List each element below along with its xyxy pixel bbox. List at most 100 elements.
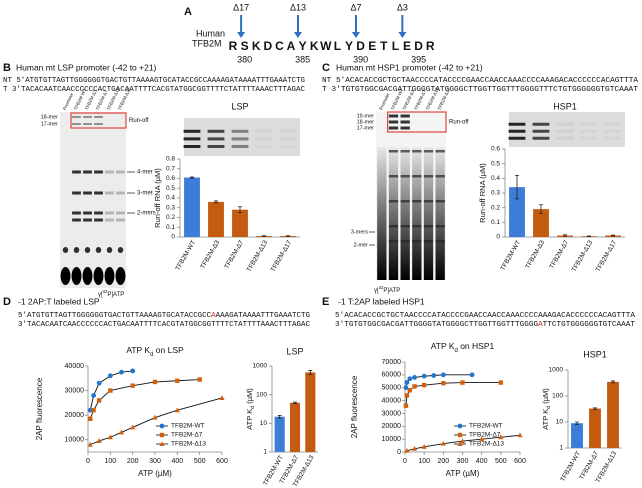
y-tick-label: 0.4	[491, 175, 500, 182]
error-bar	[611, 234, 615, 237]
legend-marker	[457, 432, 463, 438]
residue: R	[426, 39, 435, 53]
residue: Y	[299, 39, 307, 53]
gel-band	[231, 137, 249, 141]
data-point	[404, 393, 410, 398]
data-point	[96, 438, 102, 443]
atp-label-part: 32	[103, 289, 108, 294]
gel-band	[435, 200, 445, 203]
y-tick-label: 100	[552, 393, 563, 400]
gel-band	[580, 122, 598, 126]
error-bar	[238, 206, 242, 214]
data-point	[91, 393, 96, 398]
gel-band	[231, 145, 249, 148]
data-point	[517, 432, 523, 438]
data-point	[107, 373, 113, 379]
gel-band	[207, 129, 225, 133]
y-axis-label-part: (µM)	[541, 388, 550, 406]
gel-band	[83, 211, 92, 215]
data-point	[174, 407, 180, 413]
bar	[533, 209, 549, 237]
y-tick-label: 50000	[382, 385, 402, 392]
gel-band	[83, 116, 92, 118]
gel-image	[376, 112, 446, 280]
gel-band	[231, 129, 249, 133]
band-label: 19-mer	[357, 113, 375, 119]
gel-band	[400, 225, 410, 228]
y-axis-label-part: (µM)	[245, 388, 254, 406]
data-point	[421, 444, 427, 449]
gel-band	[116, 191, 125, 195]
y-tick-label: 60000	[382, 372, 402, 379]
atp-label-part: P]ATP	[383, 288, 400, 294]
lane-label: Promoter	[378, 92, 391, 111]
gel-band	[508, 122, 526, 126]
data-point	[421, 373, 427, 379]
data-point	[407, 388, 412, 393]
sequence: NT 5'ATGTGTTAGTTGGGGGGTGACTGTTAAAAGTGCAT…	[3, 77, 305, 85]
gel-inset	[184, 118, 300, 156]
residue: L	[392, 39, 399, 53]
bar	[184, 177, 200, 237]
gel-band	[388, 150, 399, 153]
gel-band	[255, 137, 273, 141]
gel-band	[412, 200, 422, 203]
data-point	[175, 378, 180, 383]
gel-band	[94, 116, 103, 118]
y-tick-label: 0	[397, 449, 401, 456]
residue: T	[380, 39, 388, 53]
sequence-part: 5'ATGTGTTAGTTGGGGGGTGACTGTTAAAAGTGCATACC…	[18, 312, 211, 320]
gel-band	[83, 218, 92, 222]
data-point	[498, 380, 504, 385]
x-tick-label: 500	[194, 458, 206, 465]
chart-title: HSP1	[583, 349, 607, 359]
data-point	[407, 376, 413, 382]
y-axis-label: 2AP fluorescence	[35, 377, 44, 440]
run-off-box	[387, 111, 447, 133]
gel-band	[580, 136, 598, 140]
fit-line	[405, 382, 501, 406]
bar	[571, 423, 583, 448]
gel-band	[400, 114, 410, 118]
atp-label-part: P]ATP	[107, 292, 124, 298]
y-tick-label: 1	[559, 445, 563, 452]
data-point	[431, 373, 437, 378]
gel-blob	[115, 267, 126, 285]
y-tick-label: 0	[171, 234, 175, 241]
band-label: 18-mer	[41, 114, 59, 120]
x-tick-label: 600	[216, 458, 228, 465]
gel-band	[412, 150, 422, 153]
atp-label-part: γ[	[98, 292, 103, 298]
construct-title: -1 T:2AP labeled HSP1	[338, 296, 425, 306]
error-bar	[277, 414, 282, 419]
x-tick-label: 400	[171, 458, 183, 465]
chart-title: HSP1	[553, 101, 577, 111]
x-tick-label: TFB2M-Δ3	[524, 239, 546, 270]
x-tick-label: 100	[104, 458, 116, 465]
gel-band	[83, 191, 92, 195]
gel-band	[400, 240, 410, 243]
gel-band	[508, 129, 526, 133]
gel-band	[94, 218, 103, 222]
chart-title-part: on HSP1	[458, 341, 495, 351]
x-tick-label: 400	[476, 458, 488, 465]
y-tick-label: 20000	[65, 412, 85, 419]
legend-label: TFB2M-WT	[469, 423, 503, 430]
gel-band	[94, 170, 103, 174]
arrow-head	[237, 32, 246, 38]
gel-band	[435, 225, 445, 228]
y-tick-label: 0.4	[166, 195, 175, 202]
x-tick-label: TFB2M-Δ17	[595, 239, 619, 273]
data-point	[88, 416, 93, 422]
data-point	[130, 368, 136, 374]
gel-band	[72, 211, 81, 215]
promoter-title: Human mt LSP promoter (-42 to +21)	[16, 62, 157, 72]
data-point	[404, 380, 410, 385]
data-point	[403, 403, 409, 408]
y-tick-label: 0.5	[166, 185, 175, 192]
x-tick-label: TFB2M-Δ7	[223, 239, 245, 270]
gel-band	[412, 175, 422, 178]
band-label: 17-mer	[357, 125, 375, 131]
gel-band	[556, 129, 574, 133]
data-point	[96, 380, 102, 386]
